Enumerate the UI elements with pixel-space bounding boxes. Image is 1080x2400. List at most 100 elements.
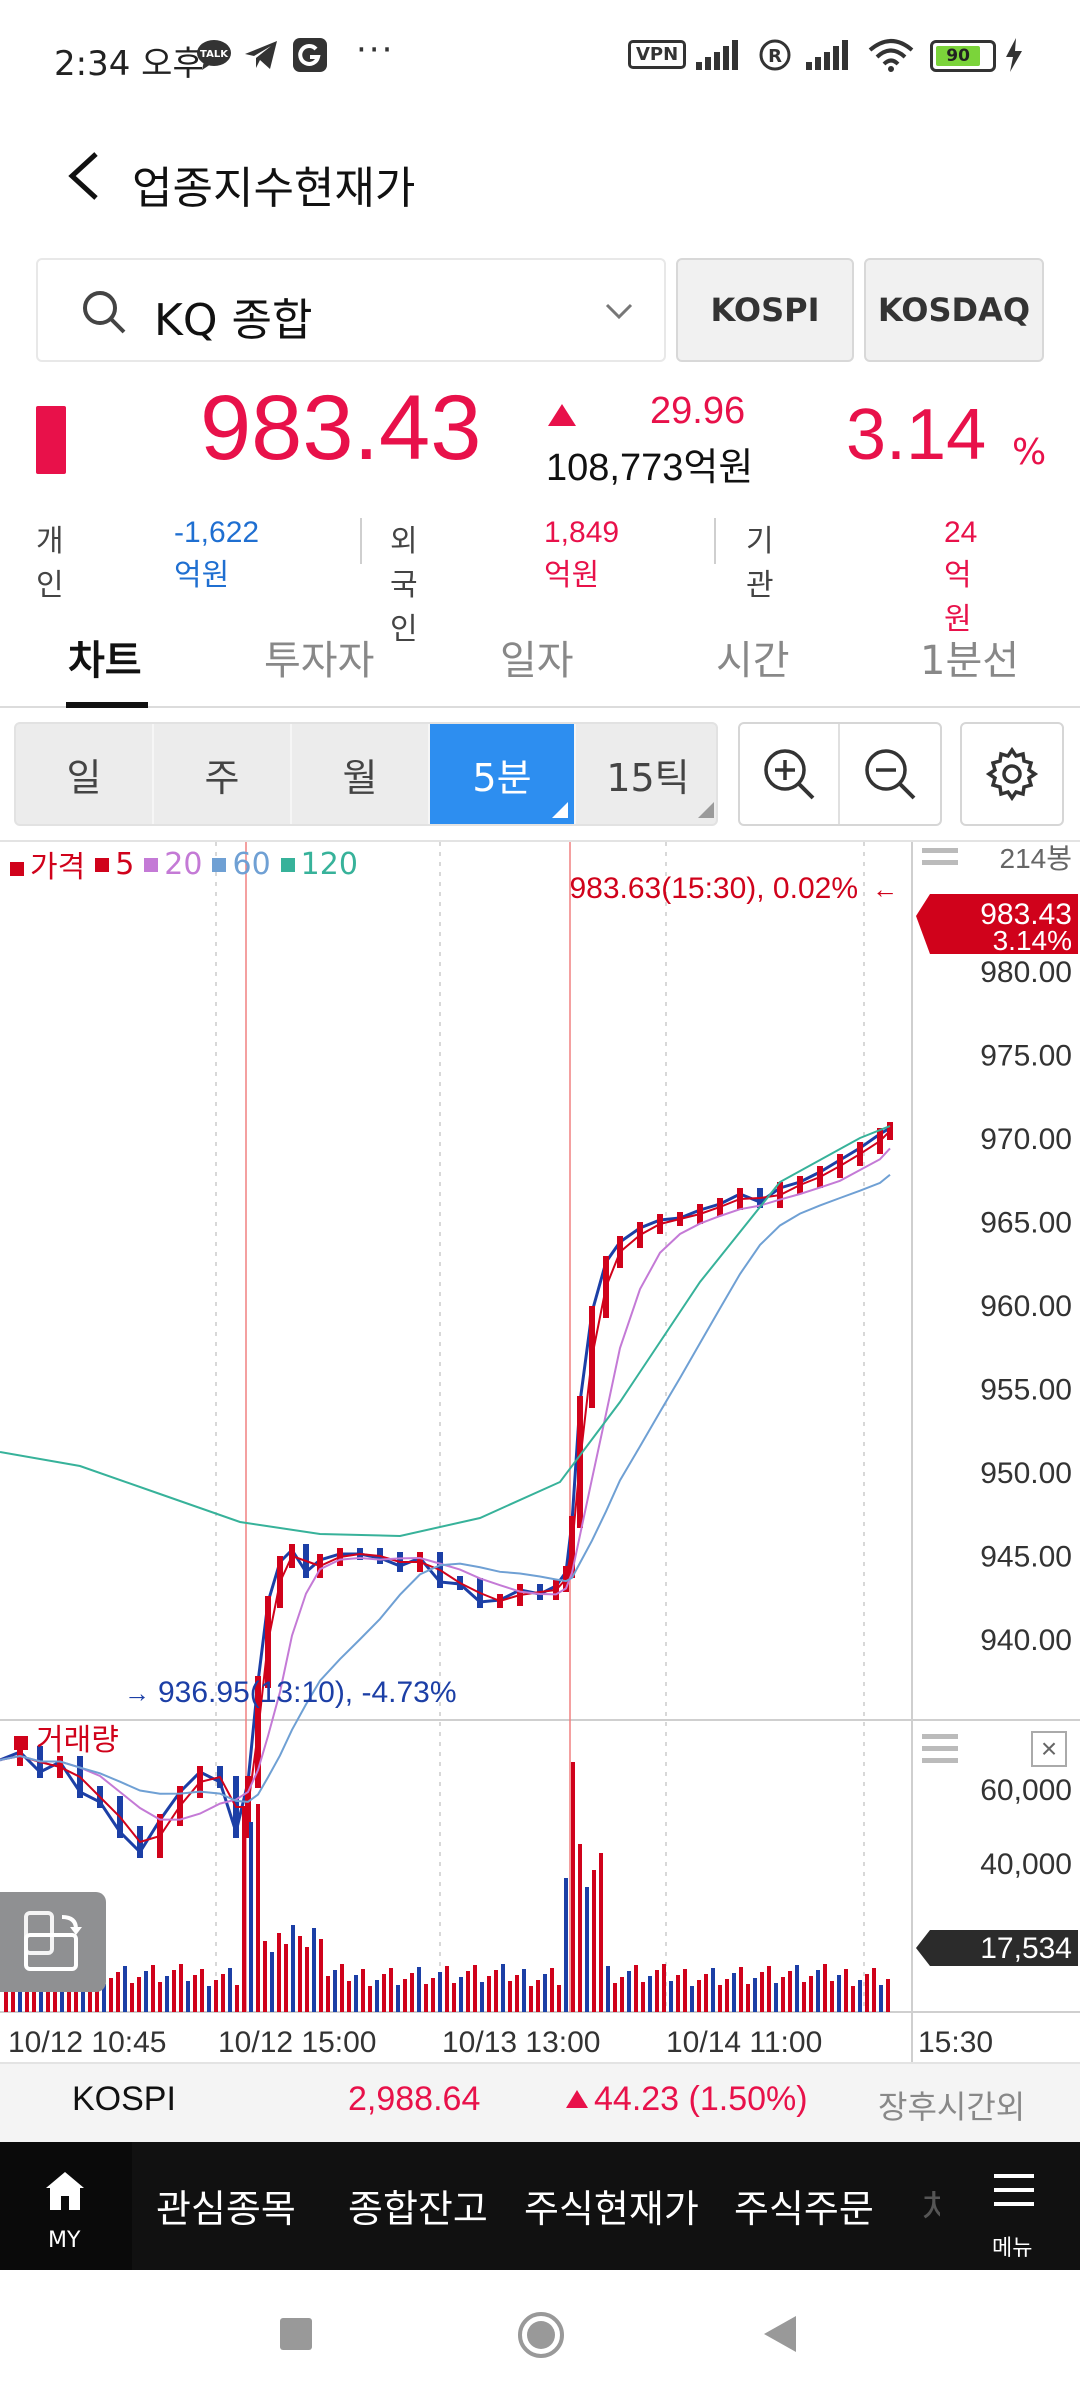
tab-bar: 차트 투자자 일자 시간 1분선 [0, 610, 1080, 708]
recents-button[interactable] [278, 2316, 314, 2352]
menu-stock-order[interactable]: 주식주문 [734, 2187, 874, 2231]
volume-bar [60, 1974, 64, 2012]
volume-bar [186, 1981, 190, 2012]
my-button[interactable]: MY [0, 2142, 132, 2270]
menu-stock-price[interactable]: 주식현재가 [524, 2187, 699, 2231]
volume-bar [599, 1853, 603, 2012]
volume-bar [578, 1844, 582, 2012]
drag-handle-icon [922, 1746, 958, 1751]
chart-settings-button[interactable] [960, 722, 1064, 826]
y-tick-label: 970.00 [980, 1123, 1072, 1156]
volume-bar [627, 1971, 631, 2012]
volume-bar [557, 1985, 561, 2012]
volume-bar [235, 1985, 239, 2012]
kosdaq-button[interactable]: KOSDAQ [864, 258, 1044, 362]
hamburger-icon [994, 2174, 1034, 2206]
legend-price: 가격 [10, 842, 85, 886]
ticker-value: 2,988.64 [348, 2080, 481, 2118]
volume-bar [375, 1980, 379, 2012]
chart-area[interactable]: 980.00 975.00 970.00 965.00 960.00 955.00 950.… [0, 840, 1080, 2062]
period-month[interactable]: 월 [292, 724, 430, 824]
kospi-button[interactable]: KOSPI [676, 258, 854, 362]
volume-bar [830, 1981, 834, 2012]
wifi-icon [868, 38, 914, 72]
volume-last-flag [916, 1930, 1078, 1966]
rotate-screen-button[interactable] [0, 1892, 106, 1992]
volume-bar [144, 1971, 148, 2012]
volume-bar [746, 1984, 750, 2012]
x-tick-label: 10/13 13:00 [442, 2026, 600, 2059]
volume-bar [389, 1968, 393, 2012]
y-tick-label: 945.00 [980, 1541, 1072, 1574]
volume-bar [53, 1980, 57, 2012]
x-tick-label: 10/14 11:00 [666, 2026, 822, 2059]
volume-bar [774, 1983, 778, 2012]
volume-bar [81, 1979, 85, 2012]
ma60-line [0, 1173, 891, 1803]
back-nav-button[interactable] [762, 2314, 798, 2354]
volume-bar [263, 1941, 267, 2012]
period-5min[interactable]: 5분 [430, 724, 576, 824]
tab-chart[interactable]: 차트 [68, 638, 142, 684]
volume-bar [739, 1967, 743, 2012]
legend-ma120: 120 [280, 847, 358, 882]
volume-bar [179, 1964, 183, 2012]
volume-bar [851, 1986, 855, 2012]
menu-watchlist[interactable]: 관심종목 [156, 2187, 296, 2231]
index-search-select[interactable]: KQ 종합 [36, 258, 666, 362]
volume-bar [347, 1981, 351, 2012]
system-navigation-bar [0, 2270, 1080, 2400]
home-nav-button[interactable] [516, 2310, 566, 2360]
volume-bar [760, 1972, 764, 2012]
menu-balance[interactable]: 종합잔고 [348, 2187, 488, 2231]
volume-bar [592, 1870, 596, 2012]
volume-bar [536, 1980, 540, 2012]
volume-bar [410, 1973, 414, 2012]
volume-bar [823, 1964, 827, 2012]
volume-bar [452, 1983, 456, 2012]
volume-bar [487, 1976, 491, 2012]
volume-bar [102, 1984, 106, 2012]
zoom-in-button[interactable] [740, 724, 840, 824]
market-ticker[interactable]: KOSPI 2,988.64 44.23 (1.50%) 장후시간외 [0, 2062, 1080, 2142]
close-icon: × [1041, 1733, 1057, 1764]
back-button[interactable] [56, 134, 116, 214]
volume-bar [333, 1970, 337, 2012]
price-chart[interactable]: 980.00 975.00 970.00 965.00 960.00 955.00 950.… [0, 842, 1080, 2062]
volume-bar [88, 1973, 92, 2012]
ticker-change: 44.23 (1.50%) [566, 2080, 808, 2119]
volume-bar [270, 1952, 274, 2012]
status-time: 2:34 오후 [54, 44, 204, 84]
volume-bar [620, 1977, 624, 2012]
period-15tick[interactable]: 15틱 [576, 724, 716, 824]
battery-icon: 90 [930, 40, 996, 72]
volume-bar [137, 1977, 141, 2012]
period-week[interactable]: 주 [154, 724, 292, 824]
tab-time[interactable]: 시간 [716, 638, 790, 684]
tab-1min[interactable]: 1분선 [920, 638, 1020, 684]
price-line [0, 1126, 891, 1855]
volume-bar [809, 1976, 813, 2012]
divider [360, 518, 362, 564]
volume-bar [277, 1933, 281, 2012]
volume-bar [249, 1822, 253, 2012]
volume-legend-swatch [14, 1736, 28, 1750]
menu-button[interactable] [940, 2142, 1080, 2270]
volume-bar [123, 1966, 127, 2012]
volume-last-label: 17,534 [980, 1932, 1072, 1965]
charging-icon [1004, 38, 1024, 72]
period-day[interactable]: 일 [16, 724, 154, 824]
chevron-down-icon [605, 303, 633, 320]
volume-bar [445, 1966, 449, 2012]
volume-bar [165, 1976, 169, 2012]
zoom-out-button[interactable] [840, 724, 940, 824]
volume-bar [816, 1970, 820, 2012]
close-volume-button [1031, 1731, 1067, 1767]
volume-bar [4, 1976, 8, 2012]
tab-daily[interactable]: 일자 [500, 638, 574, 684]
volume-bar [130, 1983, 134, 2012]
period-15tick-label: 15틱 [606, 755, 690, 800]
tab-investor[interactable]: 투자자 [264, 638, 375, 684]
volume-bar [354, 1975, 358, 2012]
volume-bar [529, 1986, 533, 2012]
